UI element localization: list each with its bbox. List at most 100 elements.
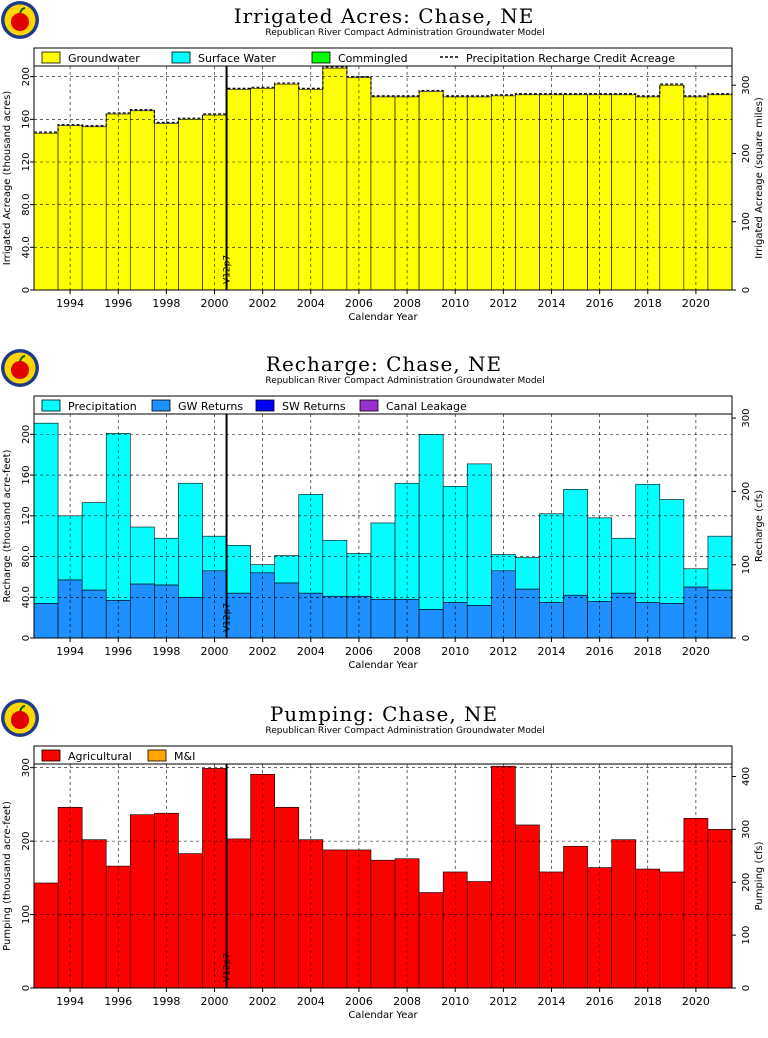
bar-precipitation <box>274 555 300 584</box>
bar-precipitation <box>563 489 588 596</box>
legend-swatch <box>359 399 379 412</box>
x-tick-label: 2010 <box>441 297 469 310</box>
y2-tick-label: 0 <box>741 635 752 641</box>
bar-groundwater <box>274 83 300 291</box>
x-tick-label: 2002 <box>249 297 277 310</box>
y-tick-label: 200 <box>21 67 32 86</box>
y2-tick-label: 100 <box>741 212 752 231</box>
y2-tick-label: 200 <box>741 873 752 892</box>
apple-logo-icon <box>1 1 39 39</box>
bar-gw-returns <box>370 599 396 639</box>
y2-tick-label: 300 <box>741 409 752 428</box>
x-tick-label: 2006 <box>345 995 373 1008</box>
y2-axis-label: Pumping (cfs) <box>754 841 765 910</box>
bar-gw-returns <box>154 584 179 639</box>
bar-agricultural <box>418 892 444 989</box>
bar-groundwater <box>129 110 155 291</box>
bar-agricultural <box>466 881 492 989</box>
y-axis-label: Irrigated Acreage (thousand acres) <box>2 91 13 266</box>
bar-precipitation <box>659 499 685 604</box>
legend-swatch <box>41 399 61 412</box>
bar-agricultural <box>274 807 300 989</box>
x-tick-label: 1994 <box>56 995 84 1008</box>
legend-swatch <box>255 399 275 412</box>
y2-axis-label: Recharge (cfs) <box>754 490 765 562</box>
bar-gw-returns <box>178 596 203 639</box>
y-axis-label: Recharge (thousand acre-feet) <box>2 449 13 602</box>
bar-groundwater <box>466 96 492 291</box>
bar-groundwater <box>707 94 733 291</box>
legend-swatch <box>311 51 331 64</box>
x-tick-label: 1996 <box>104 297 132 310</box>
x-tick-label: 2010 <box>441 645 469 658</box>
y2-tick-label: 100 <box>741 926 752 945</box>
bar-agricultural <box>322 849 348 989</box>
y-tick-label: 100 <box>21 905 32 924</box>
x-axis-label: Calendar Year <box>348 1010 418 1021</box>
y2-tick-label: 100 <box>741 555 752 574</box>
bar-precipitation <box>81 502 107 591</box>
x-tick-label: 1994 <box>56 645 84 658</box>
x-tick-label: 2004 <box>297 645 325 658</box>
y-tick-label: 300 <box>21 758 32 777</box>
bar-groundwater <box>33 132 59 291</box>
bar-gw-returns <box>322 595 348 639</box>
x-tick-label: 2012 <box>489 297 517 310</box>
bar-groundwater <box>563 94 588 291</box>
chart-subtitle: Republican River Compact Administration … <box>265 28 545 38</box>
y2-tick-label: 400 <box>741 767 752 786</box>
legend-label: Groundwater <box>68 52 140 65</box>
chart-subtitle: Republican River Compact Administration … <box>265 376 545 386</box>
y-tick-label: 120 <box>21 506 32 525</box>
bar-precipitation <box>611 537 637 594</box>
x-tick-label: 2004 <box>297 995 325 1008</box>
bar-gw-returns <box>515 588 540 639</box>
bar-precipitation <box>178 482 203 598</box>
bar-gw-returns <box>274 582 300 639</box>
x-tick-label: 2018 <box>634 297 662 310</box>
plot-frame <box>33 763 733 989</box>
recharge-chart: Precipitation GW Returns SW Returns Canal L… <box>2 395 765 671</box>
y-axis-label: Pumping (thousand acre-feet) <box>2 801 13 951</box>
bar-agricultural <box>707 829 733 989</box>
x-tick-label: 2020 <box>682 645 710 658</box>
x-axis-label: Calendar Year <box>348 660 418 671</box>
x-tick-label: 2004 <box>297 297 325 310</box>
bar-groundwater <box>659 84 685 291</box>
x-tick-label: 2006 <box>345 645 373 658</box>
y-tick-label: 80.0 <box>21 545 32 567</box>
legend-label: Precipitation <box>68 400 137 413</box>
x-tick-label: 2008 <box>393 297 421 310</box>
legend-swatch <box>41 749 61 762</box>
y-tick-label: 0 <box>21 635 32 641</box>
x-tick-label: 2000 <box>201 645 229 658</box>
x-tick-label: 2014 <box>537 645 565 658</box>
bar-agricultural <box>33 882 59 989</box>
x-tick-label: 2012 <box>489 645 517 658</box>
y2-tick-label: 200 <box>741 144 752 163</box>
legend-label: Surface Water <box>198 52 276 65</box>
bar-precipitation <box>491 554 516 572</box>
y-tick-label: 120 <box>21 152 32 171</box>
plot-frame <box>33 65 733 291</box>
marker-label: V12p7 <box>223 255 233 284</box>
y-tick-label: 200 <box>21 832 32 851</box>
bars <box>33 67 733 291</box>
x-tick-label: 2002 <box>249 645 277 658</box>
x-tick-label: 2016 <box>586 995 614 1008</box>
x-tick-label: 2008 <box>393 995 421 1008</box>
legend-swatch <box>151 399 171 412</box>
legend-box <box>33 395 733 415</box>
legend-swatch <box>171 51 191 64</box>
y-tick-label: 40.0 <box>21 236 32 258</box>
y2-axis-label: Irrigated Acreage (square miles) <box>754 97 765 259</box>
precip-credit-line <box>34 66 732 133</box>
pumping-panel: Pumping: Chase, NE Republican River Comp… <box>0 698 768 1038</box>
y2-tick-label: 300 <box>741 820 752 839</box>
bar-groundwater <box>57 125 83 291</box>
x-tick-label: 1996 <box>104 995 132 1008</box>
chart-title: Recharge: Chase, NE <box>265 352 503 376</box>
bar-precipitation <box>515 557 540 590</box>
bar-gw-returns <box>659 603 685 639</box>
bar-agricultural <box>563 845 588 989</box>
